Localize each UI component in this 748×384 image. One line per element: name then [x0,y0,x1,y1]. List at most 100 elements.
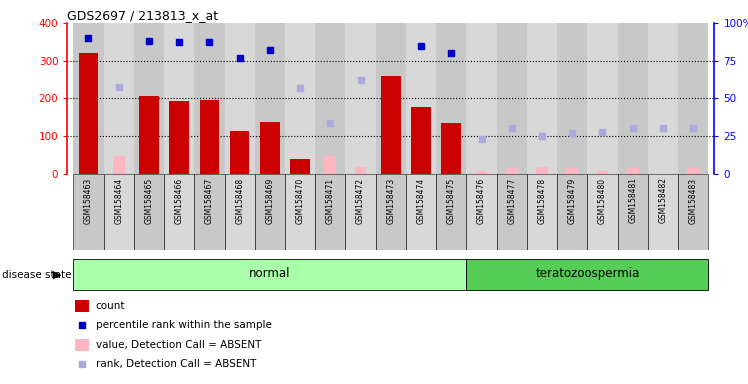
Text: value, Detection Call = ABSENT: value, Detection Call = ABSENT [96,340,261,350]
Bar [260,122,280,174]
Text: GSM158481: GSM158481 [628,177,637,223]
Bar [290,159,310,174]
Text: GSM158475: GSM158475 [447,177,456,223]
Bar [194,174,224,250]
Bar [73,23,104,174]
Bar [497,23,527,174]
Bar [497,174,527,250]
Point [415,43,427,50]
Bar [566,168,578,174]
Bar [587,174,618,250]
Text: GSM158463: GSM158463 [84,177,93,223]
Point [687,125,699,131]
Bar [678,174,708,250]
Bar [164,23,194,174]
Point [203,39,215,45]
Bar [75,300,89,312]
Point [76,361,88,367]
Bar [134,174,164,250]
Bar [536,167,548,174]
Text: GSM158477: GSM158477 [507,177,516,223]
Text: teratozoospermia: teratozoospermia [535,267,640,280]
Bar [436,23,467,174]
Bar [618,23,648,174]
Text: GSM158482: GSM158482 [658,177,667,223]
Text: GSM158476: GSM158476 [477,177,486,223]
Bar [73,174,104,250]
Bar [104,23,134,174]
Bar [467,174,497,250]
Point [627,125,639,131]
Text: GSM158480: GSM158480 [598,177,607,223]
Bar [557,174,587,250]
Text: GSM158483: GSM158483 [689,177,698,223]
Bar [597,170,608,174]
Bar [476,170,488,174]
Bar [436,174,467,250]
Bar [224,23,255,174]
Point [76,322,88,328]
Bar [200,100,219,174]
Text: rank, Detection Call = ABSENT: rank, Detection Call = ABSENT [96,359,256,369]
Text: GSM158464: GSM158464 [114,177,123,223]
Bar [346,174,375,250]
Point [143,38,155,44]
Bar [325,156,337,174]
Text: GSM158469: GSM158469 [266,177,275,223]
Bar [79,53,98,174]
Point [82,35,94,41]
Text: GSM158467: GSM158467 [205,177,214,223]
Point [294,85,306,91]
Point [233,55,245,61]
Point [657,125,669,131]
Bar [411,107,431,174]
Bar [618,174,648,250]
Point [536,133,548,139]
Bar [687,168,699,174]
Bar [139,96,159,174]
Point [476,136,488,142]
Point [325,120,337,126]
Bar [346,23,375,174]
Text: GSM158472: GSM158472 [356,177,365,223]
Bar [73,259,467,290]
Bar [587,23,618,174]
Point [445,50,457,56]
Bar [627,168,639,174]
Bar [315,174,346,250]
Bar [648,23,678,174]
Bar [255,174,285,250]
Bar [506,168,518,174]
Text: GSM158470: GSM158470 [295,177,304,223]
Bar [104,174,134,250]
Text: percentile rank within the sample: percentile rank within the sample [96,320,272,330]
Bar [375,174,406,250]
Text: disease state: disease state [2,270,72,280]
Bar [648,174,678,250]
Text: GSM158466: GSM158466 [175,177,184,223]
Bar [527,23,557,174]
Bar [194,23,224,174]
Text: ▶: ▶ [53,270,61,280]
Bar [678,23,708,174]
Bar [315,23,346,174]
Text: GSM158478: GSM158478 [538,177,547,223]
Text: GSM158473: GSM158473 [386,177,396,223]
Point [264,47,276,53]
Text: GSM158479: GSM158479 [568,177,577,223]
Bar [381,76,401,174]
Point [113,84,125,91]
Point [355,77,367,83]
Text: GSM158474: GSM158474 [417,177,426,223]
Point [174,39,186,45]
Point [596,129,608,135]
Bar [441,123,461,174]
Bar [375,23,406,174]
Bar [169,101,189,174]
Bar [164,174,194,250]
Bar [224,174,255,250]
Bar [406,174,436,250]
Bar [285,23,315,174]
Bar [467,23,497,174]
Bar [113,156,125,174]
